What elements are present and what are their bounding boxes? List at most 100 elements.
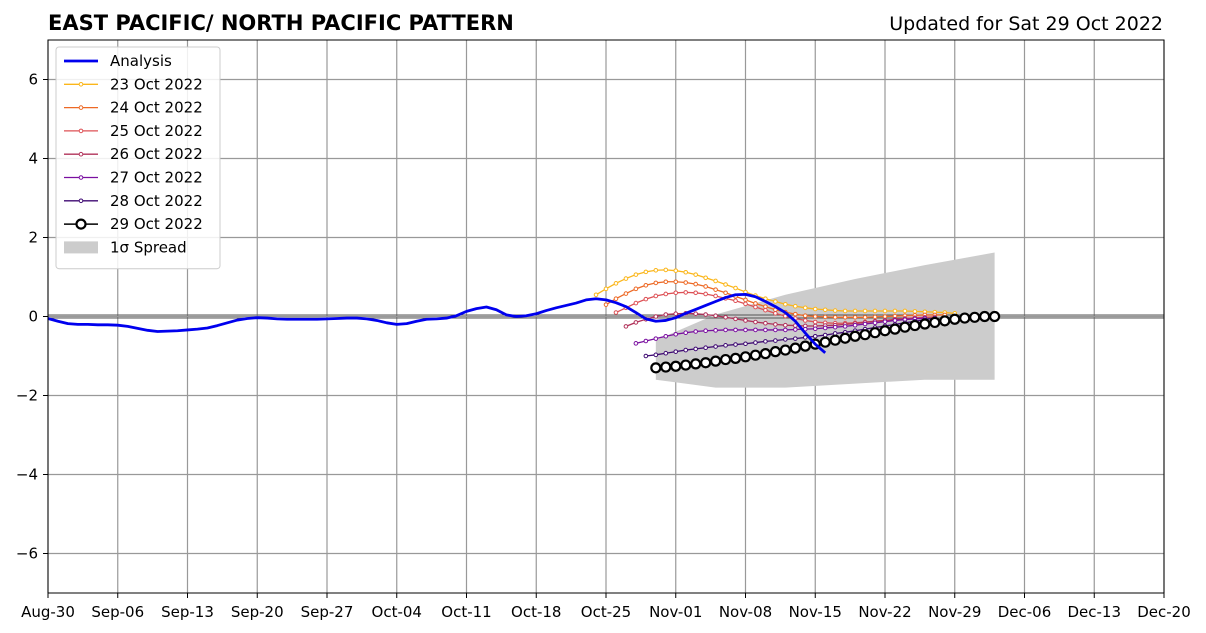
data-point bbox=[832, 308, 838, 313]
data-point bbox=[773, 327, 778, 333]
data-point bbox=[723, 282, 728, 287]
data-point bbox=[743, 301, 748, 307]
data-point bbox=[623, 324, 629, 329]
data-point bbox=[653, 314, 659, 319]
data-point bbox=[690, 358, 702, 370]
y-axis: 6 4 2 0 −2 −4 −6 bbox=[16, 71, 48, 563]
data-point bbox=[793, 303, 798, 309]
y-tick-label: 6 bbox=[28, 71, 38, 89]
data-point bbox=[613, 310, 619, 315]
legend-entry: Analysis bbox=[64, 52, 172, 70]
data-point bbox=[673, 268, 679, 273]
data-point bbox=[793, 327, 798, 332]
data-point bbox=[902, 308, 908, 314]
data-point bbox=[729, 352, 742, 364]
data-point bbox=[979, 310, 991, 323]
data-point bbox=[663, 312, 669, 317]
data-point bbox=[749, 349, 762, 361]
x-tick-label: Dec-06 bbox=[998, 603, 1052, 621]
data-point bbox=[733, 285, 738, 291]
data-point bbox=[859, 329, 871, 341]
legend: Analysis 23 Oct 2022 24 Oct 2022 25 Oct 202… bbox=[55, 46, 221, 270]
data-point bbox=[693, 346, 698, 352]
data-point bbox=[703, 275, 708, 281]
data-point bbox=[852, 308, 858, 314]
data-point bbox=[812, 314, 818, 319]
data-point bbox=[603, 302, 609, 307]
data-point bbox=[633, 272, 639, 277]
chart-subtitle: Updated for Sat 29 Oct 2022 bbox=[889, 13, 1163, 35]
legend-entry: 25 Oct 2022 bbox=[64, 122, 203, 140]
data-point bbox=[879, 325, 891, 337]
data-point bbox=[663, 333, 669, 339]
data-point bbox=[710, 355, 722, 367]
y-tick-label: −6 bbox=[16, 545, 38, 563]
legend-marker bbox=[75, 218, 87, 230]
data-point bbox=[673, 311, 679, 317]
data-point bbox=[703, 312, 708, 317]
x-tick-label: Oct-18 bbox=[511, 603, 561, 621]
data-point bbox=[733, 316, 738, 322]
data-point bbox=[723, 327, 728, 333]
data-point bbox=[799, 340, 811, 352]
x-tick-label: Sep-06 bbox=[91, 603, 144, 621]
x-tick-label: Nov-15 bbox=[789, 603, 842, 621]
data-point bbox=[643, 296, 649, 302]
data-point bbox=[650, 362, 662, 374]
data-point bbox=[872, 308, 878, 314]
data-point bbox=[969, 311, 981, 323]
legend-marker bbox=[78, 175, 84, 180]
data-point bbox=[673, 349, 679, 354]
x-tick-label: Sep-20 bbox=[231, 603, 284, 621]
data-point bbox=[623, 291, 629, 296]
data-point bbox=[733, 327, 738, 333]
x-tick-label: Oct-25 bbox=[581, 603, 631, 621]
x-tick-label: Nov-08 bbox=[719, 603, 772, 621]
data-point bbox=[773, 338, 778, 343]
x-tick-label: Sep-13 bbox=[161, 603, 214, 621]
y-tick-label: 2 bbox=[28, 229, 38, 247]
data-point bbox=[949, 313, 961, 325]
analysis-line bbox=[47, 292, 827, 354]
data-point bbox=[793, 336, 798, 341]
data-point bbox=[663, 267, 669, 273]
data-point bbox=[673, 290, 679, 296]
data-point bbox=[812, 319, 818, 325]
data-point bbox=[703, 284, 708, 289]
data-point bbox=[892, 308, 898, 314]
data-point bbox=[723, 290, 728, 296]
data-point bbox=[852, 322, 858, 328]
data-point bbox=[633, 286, 639, 292]
data-point bbox=[783, 322, 788, 328]
data-point bbox=[852, 314, 858, 320]
data-point bbox=[643, 269, 649, 275]
data-point bbox=[882, 319, 888, 324]
legend-entry: 28 Oct 2022 bbox=[64, 192, 203, 210]
legend-label: 24 Oct 2022 bbox=[110, 99, 203, 117]
data-point bbox=[989, 310, 1001, 323]
data-point bbox=[723, 343, 728, 348]
x-tick-label: Aug-30 bbox=[21, 603, 75, 621]
data-point bbox=[743, 327, 748, 333]
data-point bbox=[802, 318, 808, 323]
data-point bbox=[693, 311, 698, 317]
data-point bbox=[703, 345, 708, 351]
data-point bbox=[713, 313, 718, 319]
x-tick-label: Nov-22 bbox=[858, 603, 911, 621]
data-point bbox=[773, 311, 778, 316]
x-tick-label: Oct-04 bbox=[372, 603, 422, 621]
data-point bbox=[763, 307, 768, 313]
y-tick-label: 4 bbox=[28, 150, 38, 168]
legend-entry: 27 Oct 2022 bbox=[64, 169, 203, 187]
legend-marker bbox=[78, 151, 84, 157]
y-tick-label: −4 bbox=[16, 466, 38, 484]
data-point bbox=[719, 353, 732, 366]
data-point bbox=[743, 341, 748, 347]
y-tick-label: −2 bbox=[16, 387, 38, 405]
data-point bbox=[842, 314, 848, 320]
data-point bbox=[872, 314, 878, 320]
data-point bbox=[862, 321, 868, 327]
data-point bbox=[849, 330, 861, 342]
data-point bbox=[832, 314, 838, 320]
